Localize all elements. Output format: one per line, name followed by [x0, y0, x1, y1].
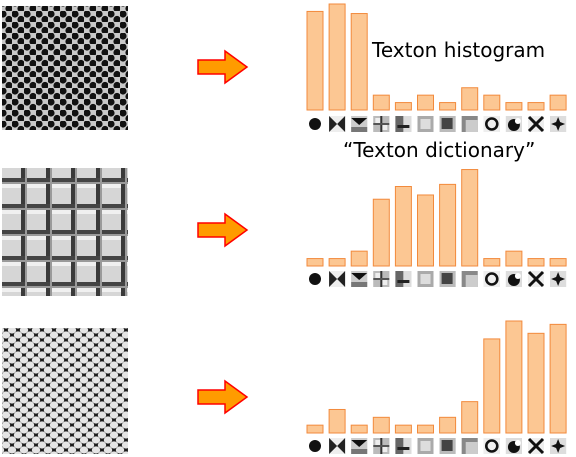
histogram-bar — [394, 102, 412, 111]
bowtie-icon — [351, 271, 368, 287]
histogram-bar — [527, 332, 545, 434]
histogram-bar — [350, 13, 368, 111]
histogram-bar — [483, 338, 501, 434]
x-lines-icon — [527, 437, 545, 455]
ring-icon — [483, 438, 500, 454]
dark-square-icon — [439, 271, 456, 287]
histogram-bar — [505, 320, 523, 434]
histogram-bar — [527, 258, 545, 267]
x-cross-icon — [329, 438, 346, 454]
dark-blob-icon — [307, 116, 323, 132]
histogram-title: Texton histogram — [372, 38, 546, 62]
corner-blob-icon — [505, 271, 522, 287]
histogram-bar — [350, 250, 368, 267]
bowtie-icon — [351, 438, 368, 454]
x-lines-icon — [527, 270, 545, 288]
histogram-bar — [372, 198, 390, 267]
corner-blob-icon — [505, 116, 522, 132]
gradient-square-icon — [417, 116, 434, 132]
x-cross-icon — [329, 116, 346, 132]
histogram-bar — [328, 258, 346, 267]
histogram-bar — [439, 183, 457, 267]
split-square-icon — [395, 438, 412, 454]
plus-grid-icon — [373, 438, 390, 454]
gradient-square-icon — [417, 438, 434, 454]
x-cross-icon — [329, 271, 346, 287]
histogram-bar — [306, 424, 324, 434]
row-1 — [2, 3, 567, 133]
soft-square-icon — [461, 116, 478, 132]
histogram-bar — [483, 258, 501, 267]
histogram-bar — [417, 94, 434, 111]
corner-blob-icon — [505, 438, 522, 454]
histogram-bar — [306, 258, 324, 267]
histogram-bar — [306, 10, 324, 111]
dark-square-icon — [439, 116, 456, 132]
row-2 — [2, 168, 567, 296]
arrow-icon — [197, 379, 249, 415]
split-square-icon — [395, 271, 412, 287]
star-blob-icon — [550, 116, 567, 132]
star-blob-icon — [550, 271, 567, 287]
soft-square-icon — [461, 438, 478, 454]
histogram-bar — [549, 323, 567, 434]
histogram-bar — [461, 169, 479, 267]
histogram-bar — [505, 102, 523, 111]
histogram-bar — [461, 87, 479, 111]
histogram-bar — [483, 94, 501, 111]
dictionary-label: “Texton dictionary” — [343, 138, 536, 162]
ring-icon — [483, 271, 500, 287]
arrow-icon — [197, 49, 249, 85]
histogram-bar — [350, 424, 368, 434]
histogram-bar — [417, 194, 434, 267]
split-square-icon — [395, 116, 412, 132]
texture-brick-squares — [2, 168, 128, 296]
soft-square-icon — [461, 271, 478, 287]
gradient-square-icon — [417, 271, 434, 287]
histogram-bar — [417, 424, 434, 434]
histogram-bar — [439, 102, 457, 111]
histogram-bar — [505, 250, 523, 267]
plus-grid-icon — [373, 271, 390, 287]
ring-icon — [483, 116, 500, 132]
star-blob-icon — [550, 438, 567, 454]
histogram-bar — [394, 186, 412, 267]
histogram-bar — [328, 3, 346, 111]
histogram-bar — [461, 401, 479, 434]
texture-reptile-scales — [2, 328, 128, 454]
histogram-bar — [394, 424, 412, 434]
bowtie-icon — [351, 116, 368, 132]
dark-blob-icon — [307, 438, 323, 454]
plus-grid-icon — [373, 116, 390, 132]
row-3 — [2, 320, 567, 455]
histogram-bar — [549, 94, 567, 111]
histogram-bar — [372, 416, 390, 434]
dark-blob-icon — [307, 271, 323, 287]
arrow-icon — [197, 212, 249, 248]
dark-square-icon — [439, 438, 456, 454]
histogram-bar — [372, 94, 390, 111]
histogram-bar — [328, 408, 346, 434]
histogram-bar — [439, 416, 457, 434]
histogram-bar — [549, 258, 567, 267]
histogram-bar — [527, 102, 545, 111]
texture-dot-grid — [2, 6, 128, 130]
x-lines-icon — [527, 115, 545, 133]
